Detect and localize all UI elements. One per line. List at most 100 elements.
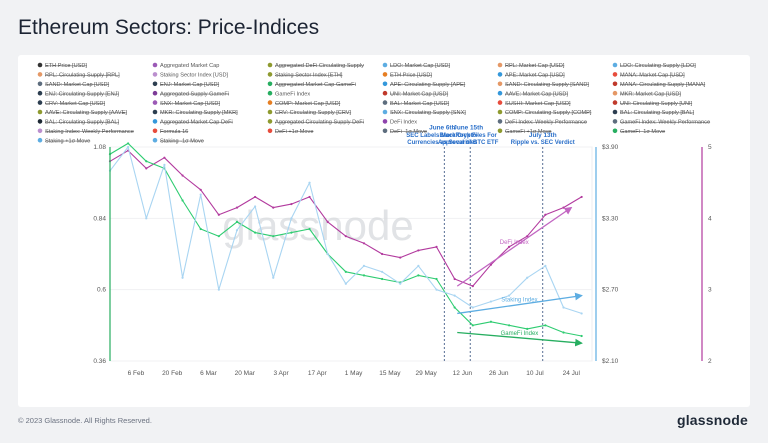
legend-label: AAVE: Market Cap [USD] xyxy=(505,91,568,97)
series-point xyxy=(453,277,456,281)
plot-frame xyxy=(109,146,593,362)
series-point xyxy=(145,167,148,170)
y-left-tick-label: 0.36 xyxy=(93,358,106,365)
legend-swatch xyxy=(152,119,158,124)
event-annotation-label: Ripple vs. SEC Verdict xyxy=(511,140,575,146)
series-point xyxy=(489,320,493,323)
series-point xyxy=(272,206,275,209)
footer-copyright: © 2023 Glassnode. All Rights Reserved. xyxy=(18,416,152,425)
y-right-usd-tick-label: $2.10 xyxy=(602,358,619,365)
page-title: Ethereum Sectors: Price-Indices xyxy=(18,16,320,39)
legend-label: BAL: Circulating Supply [BAL] xyxy=(620,110,694,116)
legend-swatch xyxy=(152,137,158,143)
series-point xyxy=(526,235,529,238)
y-right-index-tick-label: 2 xyxy=(708,358,712,365)
legend-label: Staking Sector Index [USD] xyxy=(160,73,229,79)
legend-label: ENJ: Market Cap [USD] xyxy=(160,82,220,88)
series-point xyxy=(308,181,311,184)
series-point xyxy=(562,206,565,209)
series-point xyxy=(507,324,511,327)
legend-swatch xyxy=(152,128,158,134)
x-tick-label: 10 Jul xyxy=(526,370,544,377)
legend-label: ENJ: Circulating Supply [ENJ] xyxy=(45,91,119,97)
series-point xyxy=(181,199,184,202)
legend-label: RPL: Circulating Supply [RPL] xyxy=(45,73,120,79)
series-point xyxy=(272,276,275,279)
legend-swatch xyxy=(612,90,618,96)
event-annotation-label: June 6th xyxy=(429,125,455,132)
legend-swatch xyxy=(612,109,618,115)
legend-swatch xyxy=(382,62,388,68)
legend-label: RPL: Market Cap [USD] xyxy=(505,63,565,69)
x-tick-label: 6 Feb xyxy=(128,370,145,377)
legend-label: Staking +1σ Move xyxy=(45,138,90,144)
legend-label: APE: Market Cap [USD] xyxy=(505,73,565,79)
y-right-index-tick-label: 4 xyxy=(708,215,712,222)
series-point xyxy=(544,213,547,216)
series-point xyxy=(362,242,366,245)
legend-label: UNI: Circulating Supply [UNI] xyxy=(620,101,693,107)
legend-label: ETH Price [USD] xyxy=(390,73,432,79)
series-point xyxy=(544,264,547,267)
legend-label: Staking -1σ Move xyxy=(160,138,204,144)
legend-swatch xyxy=(612,119,618,124)
series-point xyxy=(145,160,148,163)
legend-swatch xyxy=(612,128,618,134)
series-point xyxy=(562,306,565,309)
legend: ETH Price [USD] Aggregated Market Cap Aggr… xyxy=(37,62,710,144)
legend-label: GameFi Index: Weekly Performance xyxy=(620,120,710,126)
chart-svg: ETH Price [USD] Aggregated Market Cap Aggr… xyxy=(37,62,712,377)
series-point xyxy=(290,217,293,220)
legend-label: SNX: Market Cap [USD] xyxy=(160,101,220,107)
series-point xyxy=(326,220,329,223)
series-point xyxy=(489,263,493,266)
y-right-index-tick-label: 3 xyxy=(708,287,712,294)
legend-swatch xyxy=(382,90,388,96)
series-point xyxy=(145,217,148,220)
series-point xyxy=(254,195,257,199)
legend-label: CRV: Market Cap [USD] xyxy=(45,101,105,107)
legend-label: MKR: Circulating Supply [MKR] xyxy=(160,110,238,116)
series-point xyxy=(580,312,583,315)
legend-swatch xyxy=(497,62,503,68)
legend-label: SUSHI: Market Cap [USD] xyxy=(505,101,571,107)
legend-swatch xyxy=(37,119,43,124)
series-point xyxy=(199,188,202,191)
legend-label: LDO: Market Cap [USD] xyxy=(390,63,450,69)
legend-label: AAVE: Circulating Supply [AAVE] xyxy=(45,110,127,116)
legend-swatch xyxy=(37,81,43,87)
legend-swatch xyxy=(267,90,273,96)
series-point xyxy=(217,235,220,238)
legend-swatch xyxy=(152,72,158,77)
legend-label: BAL: Market Cap [USD] xyxy=(390,101,450,107)
legend-swatch xyxy=(267,119,273,124)
x-tick-label: 20 Feb xyxy=(162,370,183,377)
legend-label: COMP: Market Cap [USD] xyxy=(275,101,341,107)
legend-swatch xyxy=(37,62,43,68)
series-point xyxy=(507,294,511,297)
series-point xyxy=(471,306,474,309)
series-point xyxy=(399,282,402,285)
series-point xyxy=(199,193,202,196)
y-right-usd-tick-label: $3.90 xyxy=(602,144,619,151)
legend-swatch xyxy=(612,72,618,77)
legend-swatch xyxy=(152,109,158,115)
trend-arrow xyxy=(456,206,573,287)
x-tick-label: 3 Apr xyxy=(273,370,289,377)
series-point xyxy=(544,324,547,327)
legend-swatch xyxy=(37,128,43,134)
legend-swatch xyxy=(382,81,388,87)
y-left-tick-label: 0.6 xyxy=(97,287,106,294)
legend-label: MANA: Circulating Supply [MANA] xyxy=(620,82,706,88)
series-point xyxy=(254,231,257,234)
legend-label: SNX: Circulating Supply [SNX] xyxy=(390,110,466,116)
legend-label: Aggregated Market Cap xyxy=(160,63,219,69)
legend-swatch xyxy=(497,100,503,105)
series-point xyxy=(127,142,130,145)
legend-label: CRV: Circulating Supply [CRV] xyxy=(275,110,352,116)
series-point xyxy=(580,195,583,199)
y-right-usd-tick-label: $3.30 xyxy=(602,215,619,222)
series-point xyxy=(290,202,293,206)
x-tick-label: 26 Jun xyxy=(489,370,509,377)
